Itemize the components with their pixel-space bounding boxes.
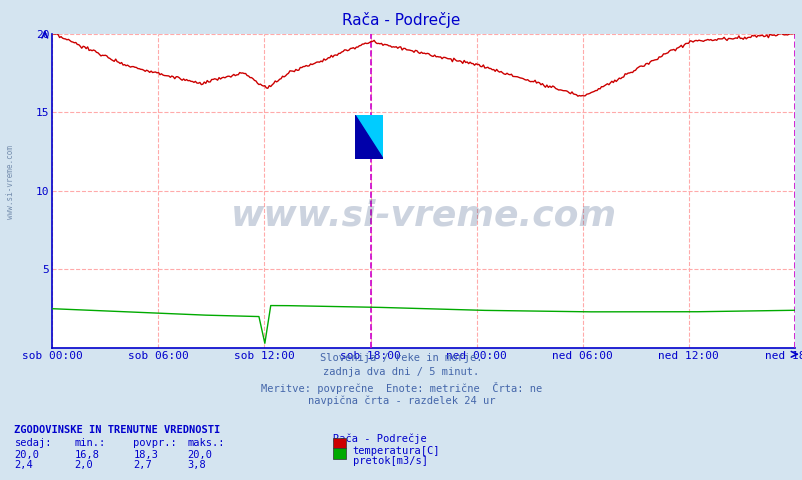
Text: www.si-vreme.com: www.si-vreme.com — [6, 145, 15, 219]
Text: Rača - Podrečje: Rača - Podrečje — [333, 433, 427, 444]
Text: pretok[m3/s]: pretok[m3/s] — [352, 456, 427, 467]
Text: 20,0: 20,0 — [14, 450, 39, 460]
Text: povpr.:: povpr.: — [133, 438, 176, 448]
Text: min.:: min.: — [75, 438, 106, 448]
Text: 2,7: 2,7 — [133, 460, 152, 470]
Text: zadnja dva dni / 5 minut.: zadnja dva dni / 5 minut. — [323, 367, 479, 377]
Text: 18,3: 18,3 — [133, 450, 158, 460]
Text: Rača - Podrečje: Rača - Podrečje — [342, 12, 460, 28]
Text: 2,4: 2,4 — [14, 460, 33, 470]
Text: Meritve: povprečne  Enote: metrične  Črta: ne: Meritve: povprečne Enote: metrične Črta:… — [261, 382, 541, 394]
Text: navpična črta - razdelek 24 ur: navpična črta - razdelek 24 ur — [307, 396, 495, 407]
Text: 16,8: 16,8 — [75, 450, 99, 460]
Text: www.si-vreme.com: www.si-vreme.com — [230, 199, 616, 233]
Text: ZGODOVINSKE IN TRENUTNE VREDNOSTI: ZGODOVINSKE IN TRENUTNE VREDNOSTI — [14, 425, 221, 435]
Text: 20,0: 20,0 — [187, 450, 212, 460]
Text: temperatura[C]: temperatura[C] — [352, 446, 439, 456]
Text: sedaj:: sedaj: — [14, 438, 52, 448]
Text: Slovenija / reke in morje.: Slovenija / reke in morje. — [320, 353, 482, 363]
Text: 3,8: 3,8 — [187, 460, 205, 470]
Text: maks.:: maks.: — [187, 438, 225, 448]
Text: 2,0: 2,0 — [75, 460, 93, 470]
